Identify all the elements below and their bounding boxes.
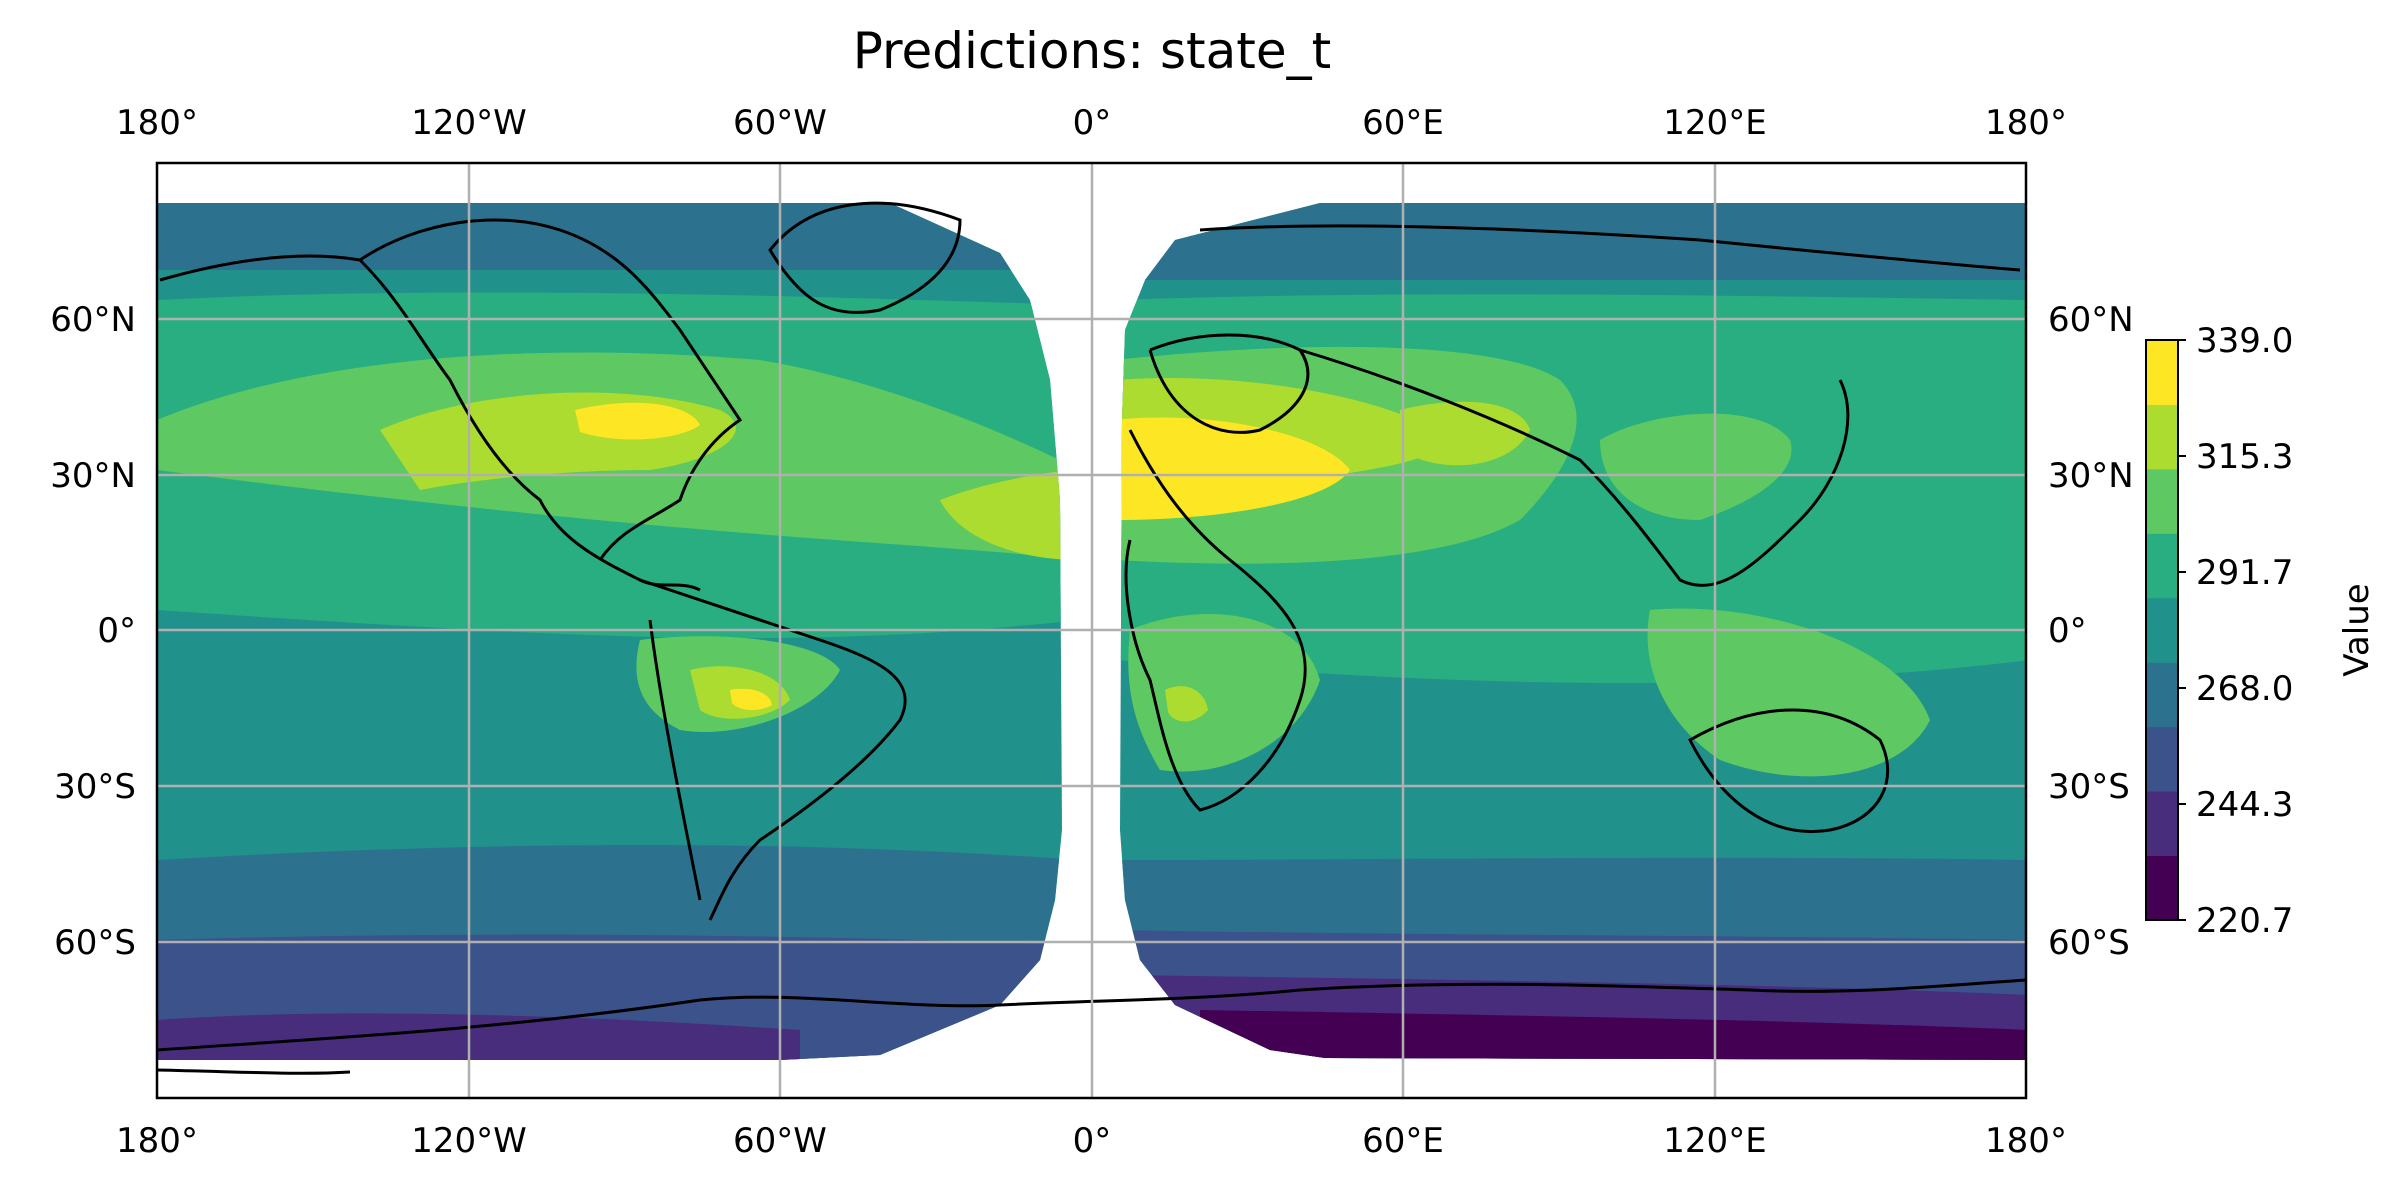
colorbar-band <box>2146 598 2178 663</box>
right-lat-label: 0° <box>2048 611 2087 651</box>
colorbar-band <box>2146 469 2178 534</box>
left-lat-label: 60°S <box>54 923 136 963</box>
right-lat-label: 30°S <box>2048 767 2130 807</box>
top-lon-label: 120°E <box>1663 103 1766 143</box>
left-lat-label: 30°S <box>54 767 136 807</box>
bottom-lon-label: 120°W <box>411 1121 527 1161</box>
left-lat-label: 60°N <box>50 300 136 340</box>
right-lat-label: 30°N <box>2048 456 2134 496</box>
colorbar-tick-label: 220.7 <box>2196 901 2293 941</box>
colorbar-band <box>2146 791 2178 856</box>
colorbar-label: Value <box>2337 583 2377 676</box>
top-lon-label: 180° <box>116 103 198 143</box>
bottom-lon-label: 180° <box>116 1121 198 1161</box>
field-left-panel <box>157 200 1080 1065</box>
field-right-panel <box>1115 200 2030 1065</box>
top-lon-label: 60°W <box>733 103 827 143</box>
right-lat-label: 60°N <box>2048 300 2134 340</box>
left-lat-label: 0° <box>97 611 136 651</box>
colorbar-tick-label: 315.3 <box>2196 437 2293 477</box>
left-latitude-labels: 60°N 30°N 0° 30°S 60°S <box>50 300 136 963</box>
bottom-lon-label: 60°E <box>1362 1121 1444 1161</box>
colorbar-band <box>2146 404 2178 469</box>
colorbar-bands <box>2146 340 2178 921</box>
map-title: Predictions: state_t <box>853 22 1331 80</box>
bottom-lon-label: 0° <box>1073 1121 1112 1161</box>
top-lon-label: 180° <box>1985 103 2067 143</box>
right-lat-label: 60°S <box>2048 923 2130 963</box>
bottom-longitude-labels: 180° 120°W 60°W 0° 60°E 120°E 180° <box>116 1121 2067 1161</box>
colorbar-band <box>2146 340 2178 405</box>
bottom-lon-label: 60°W <box>733 1121 827 1161</box>
colorbar-band <box>2146 727 2178 792</box>
right-latitude-labels: 60°N 30°N 0° 30°S 60°S <box>2048 300 2134 963</box>
colorbar-tick-label: 339.0 <box>2196 321 2293 361</box>
left-lat-label: 30°N <box>50 456 136 496</box>
colorbar-tick-label: 244.3 <box>2196 785 2293 825</box>
top-lon-label: 120°W <box>411 103 527 143</box>
colorbar-band <box>2146 533 2178 598</box>
bottom-lon-label: 180° <box>1985 1121 2067 1161</box>
colorbar-ticks <box>2178 340 2186 920</box>
top-lon-label: 60°E <box>1362 103 1444 143</box>
colorbar-band <box>2146 662 2178 727</box>
colorbar: 339.0 315.3 291.7 268.0 244.3 220.7 Valu… <box>2146 321 2377 941</box>
colorbar-band <box>2146 856 2178 921</box>
bottom-lon-label: 120°E <box>1663 1121 1766 1161</box>
top-longitude-labels: 180° 120°W 60°W 0° 60°E 120°E 180° <box>116 103 2067 143</box>
top-lon-label: 0° <box>1073 103 1112 143</box>
colorbar-tick-label: 268.0 <box>2196 669 2293 709</box>
colorbar-tick-label: 291.7 <box>2196 553 2293 593</box>
